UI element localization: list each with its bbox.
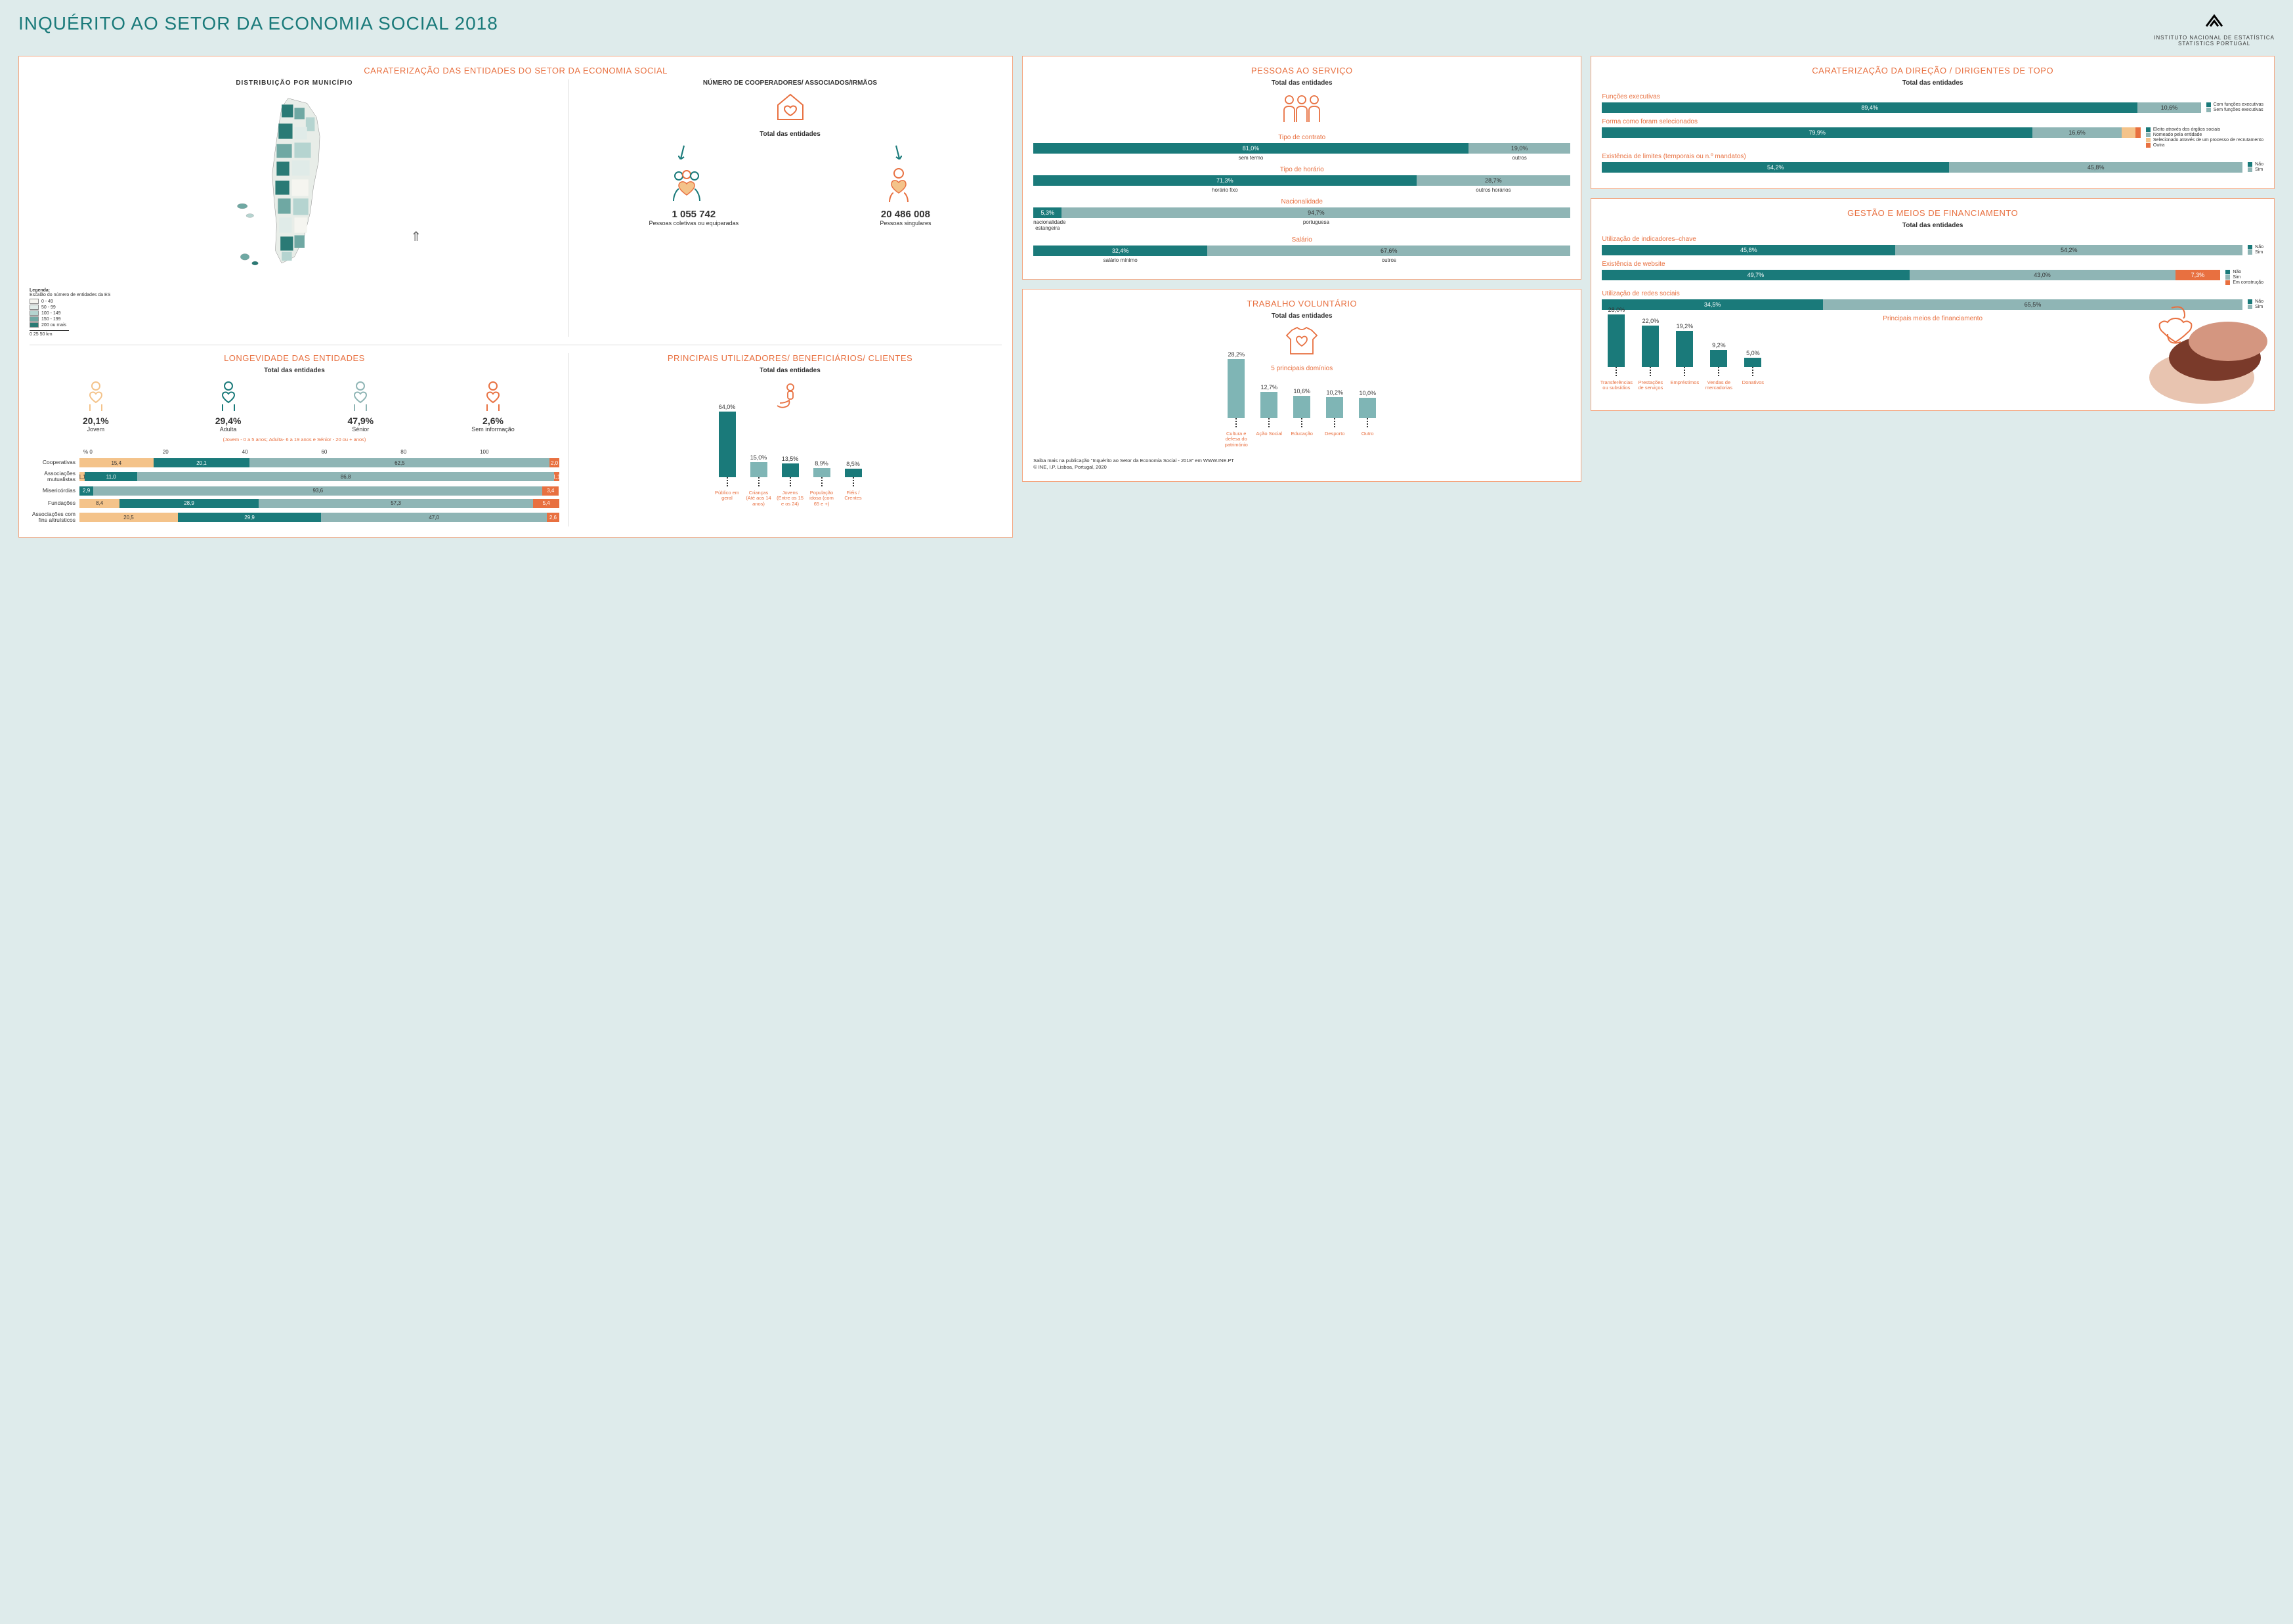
org-line2: STATISTICS PORTUGAL [2154,41,2275,47]
people-section: Tipo de contrato81,0%19,0%sem termooutro… [1033,134,1570,161]
vol-bar: 10,6%Educação [1287,388,1316,451]
longevity-bar-row: Fundações8,428,957,35,4 [30,499,559,508]
house-heart-icon [578,92,1002,125]
card-direcao: CARATERIZAÇÃO DA DIREÇÃO / DIRIGENTES DE… [1591,56,2275,189]
users-bar: 64,0%Público em geral [714,404,741,510]
compass-icon: ⇑ [410,228,421,245]
page-title: INQUÉRITO AO SETOR DA ECONOMIA SOCIAL 20… [18,13,498,34]
coop-num: 20 486 008Pessoas singulares [880,209,931,227]
single-person-icon [884,165,913,205]
users-title: PRINCIPAIS UTILIZADORES/ BENEFICIÁRIOS/ … [578,353,1002,363]
user-hand-icon [578,381,1002,413]
vol-bar: 10,0%Outro [1353,390,1382,452]
header: INQUÉRITO AO SETOR DA ECONOMIA SOCIAL 20… [18,13,2275,47]
org-block: INSTITUTO NACIONAL DE ESTATÍSTICA STATIS… [2154,13,2275,47]
portugal-map-icon [30,92,559,282]
mgmt-row: Existência de website49,7%43,0%7,3%NãoSi… [1602,261,2263,285]
main-grid: CARATERIZAÇÃO DAS ENTIDADES DO SETOR DA … [18,56,2275,538]
people-section: Nacionalidade5,3%94,7%nacionalidade esta… [1033,198,1570,231]
group-people-icon [667,165,706,205]
finance-bar: 9,2%Vendas de mercadorias [1704,342,1733,400]
card-pessoas: PESSOAS AO SERVIÇO Total das entidades T… [1022,56,1581,280]
longevity-bar-row: Misericórdias2,993,63,4 [30,486,559,496]
users-bar: 15,0%Crianças (Até aos 14 anos) [745,454,773,510]
mgmt-row: Funções executivas89,4%10,6%Com funções … [1602,93,2263,113]
longevity-item: 47,9%Sénior [300,381,422,433]
people-section: Tipo de horário71,3%28,7%horário fixoout… [1033,166,1570,193]
longevity-item: 29,4%Adulta [167,381,289,433]
mgmt-row: Existência de limites (temporais ou n.º … [1602,153,2263,173]
long-title: LONGEVIDADE DAS ENTIDADES [30,353,559,363]
users-bar: 8,5%Fiéis / Crentes [840,461,867,510]
card-gestao: GESTÃO E MEIOS DE FINANCIAMENTO Total da… [1591,198,2275,411]
longevity-bar-row: Associações mutualistas1,111,086,81,1 [30,471,559,483]
map-area: DISTRIBUIÇÃO POR MUNICÍPIO [30,79,559,337]
col-mid: PESSOAS AO SERVIÇO Total das entidades T… [1022,56,1581,538]
vol-bar: 12,7%Ação Social [1254,384,1283,452]
users-bar: 13,5%Jovens (Entre os 15 e os 24) [777,456,804,510]
three-people-icon [1033,93,1570,126]
tshirt-heart-icon [1033,326,1570,360]
org-line1: INSTITUTO NACIONAL DE ESTATÍSTICA [2154,35,2275,41]
finance-bar: 28,0%Transferências ou subsídios [1602,307,1631,400]
mgmt-row: Utilização de redes sociais34,5%65,5%Não… [1602,290,2263,310]
org-logo-icon [2154,13,2275,33]
footnote: Saiba mais na publicação "Inquérito ao S… [1033,458,1570,471]
map-title: DISTRIBUIÇÃO POR MUNICÍPIO [30,79,559,87]
mgmt-row: Utilização de indicadores–chave45,8%54,2… [1602,236,2263,255]
coop-title: NÚMERO DE COOPERADORES/ ASSOCIADOS/IRMÃO… [578,79,1002,87]
longevity-area: LONGEVIDADE DAS ENTIDADES Total das enti… [30,353,559,526]
vol-bar: 10,2%Desporto [1320,389,1349,451]
coop-sub: Total das entidades [578,131,1002,138]
finance-bar: 22,0%Prestações de serviços [1636,318,1665,400]
people-section: Salário32,4%67,6%salário mínimooutros [1033,236,1570,263]
longevity-item: 2,6%Sem informação [432,381,554,433]
coop-area: NÚMERO DE COOPERADORES/ ASSOCIADOS/IRMÃO… [568,79,1002,337]
legend-row: 50 - 99 [30,305,559,310]
char-title: CARATERIZAÇÃO DAS ENTIDADES DO SETOR DA … [30,66,1002,75]
col-left: CARATERIZAÇÃO DAS ENTIDADES DO SETOR DA … [18,56,1013,538]
coop-num: 1 055 742Pessoas coletivas ou equiparada… [649,209,739,227]
legend-row: 150 - 199 [30,316,559,322]
card-voluntario: TRABALHO VOLUNTÁRIO Total das entidades … [1022,289,1581,482]
card-caraterizacao: CARATERIZAÇÃO DAS ENTIDADES DO SETOR DA … [18,56,1013,538]
vol-bar: 28,2%Cultura e defesa do património [1222,351,1251,451]
map-legend: Legenda: Escalão do número de entidades … [30,288,559,337]
longevity-bar-row: Cooperativas15,420,162,52,0 [30,458,559,467]
col-right: CARATERIZAÇÃO DA DIREÇÃO / DIRIGENTES DE… [1591,56,2275,538]
users-bar: 8,9%População idosa (com 65 e +) [808,460,836,510]
arrow-left-icon [678,144,690,161]
legend-row: 0 - 49 [30,299,559,304]
legend-row: 100 - 149 [30,310,559,316]
longevity-bar-row: Associações com fins altruísticos20,529,… [30,511,559,524]
finance-bar: 5,0%Donativos [1738,350,1767,400]
legend-row: 200 ou mais [30,322,559,328]
users-area: PRINCIPAIS UTILIZADORES/ BENEFICIÁRIOS/ … [568,353,1002,526]
arrow-right-icon [890,144,902,161]
longevity-item: 20,1%Jovem [35,381,157,433]
finance-bar: 19,2%Empréstimos [1670,323,1699,400]
mgmt-row: Forma como foram selecionados79,9%16,6%E… [1602,118,2263,148]
